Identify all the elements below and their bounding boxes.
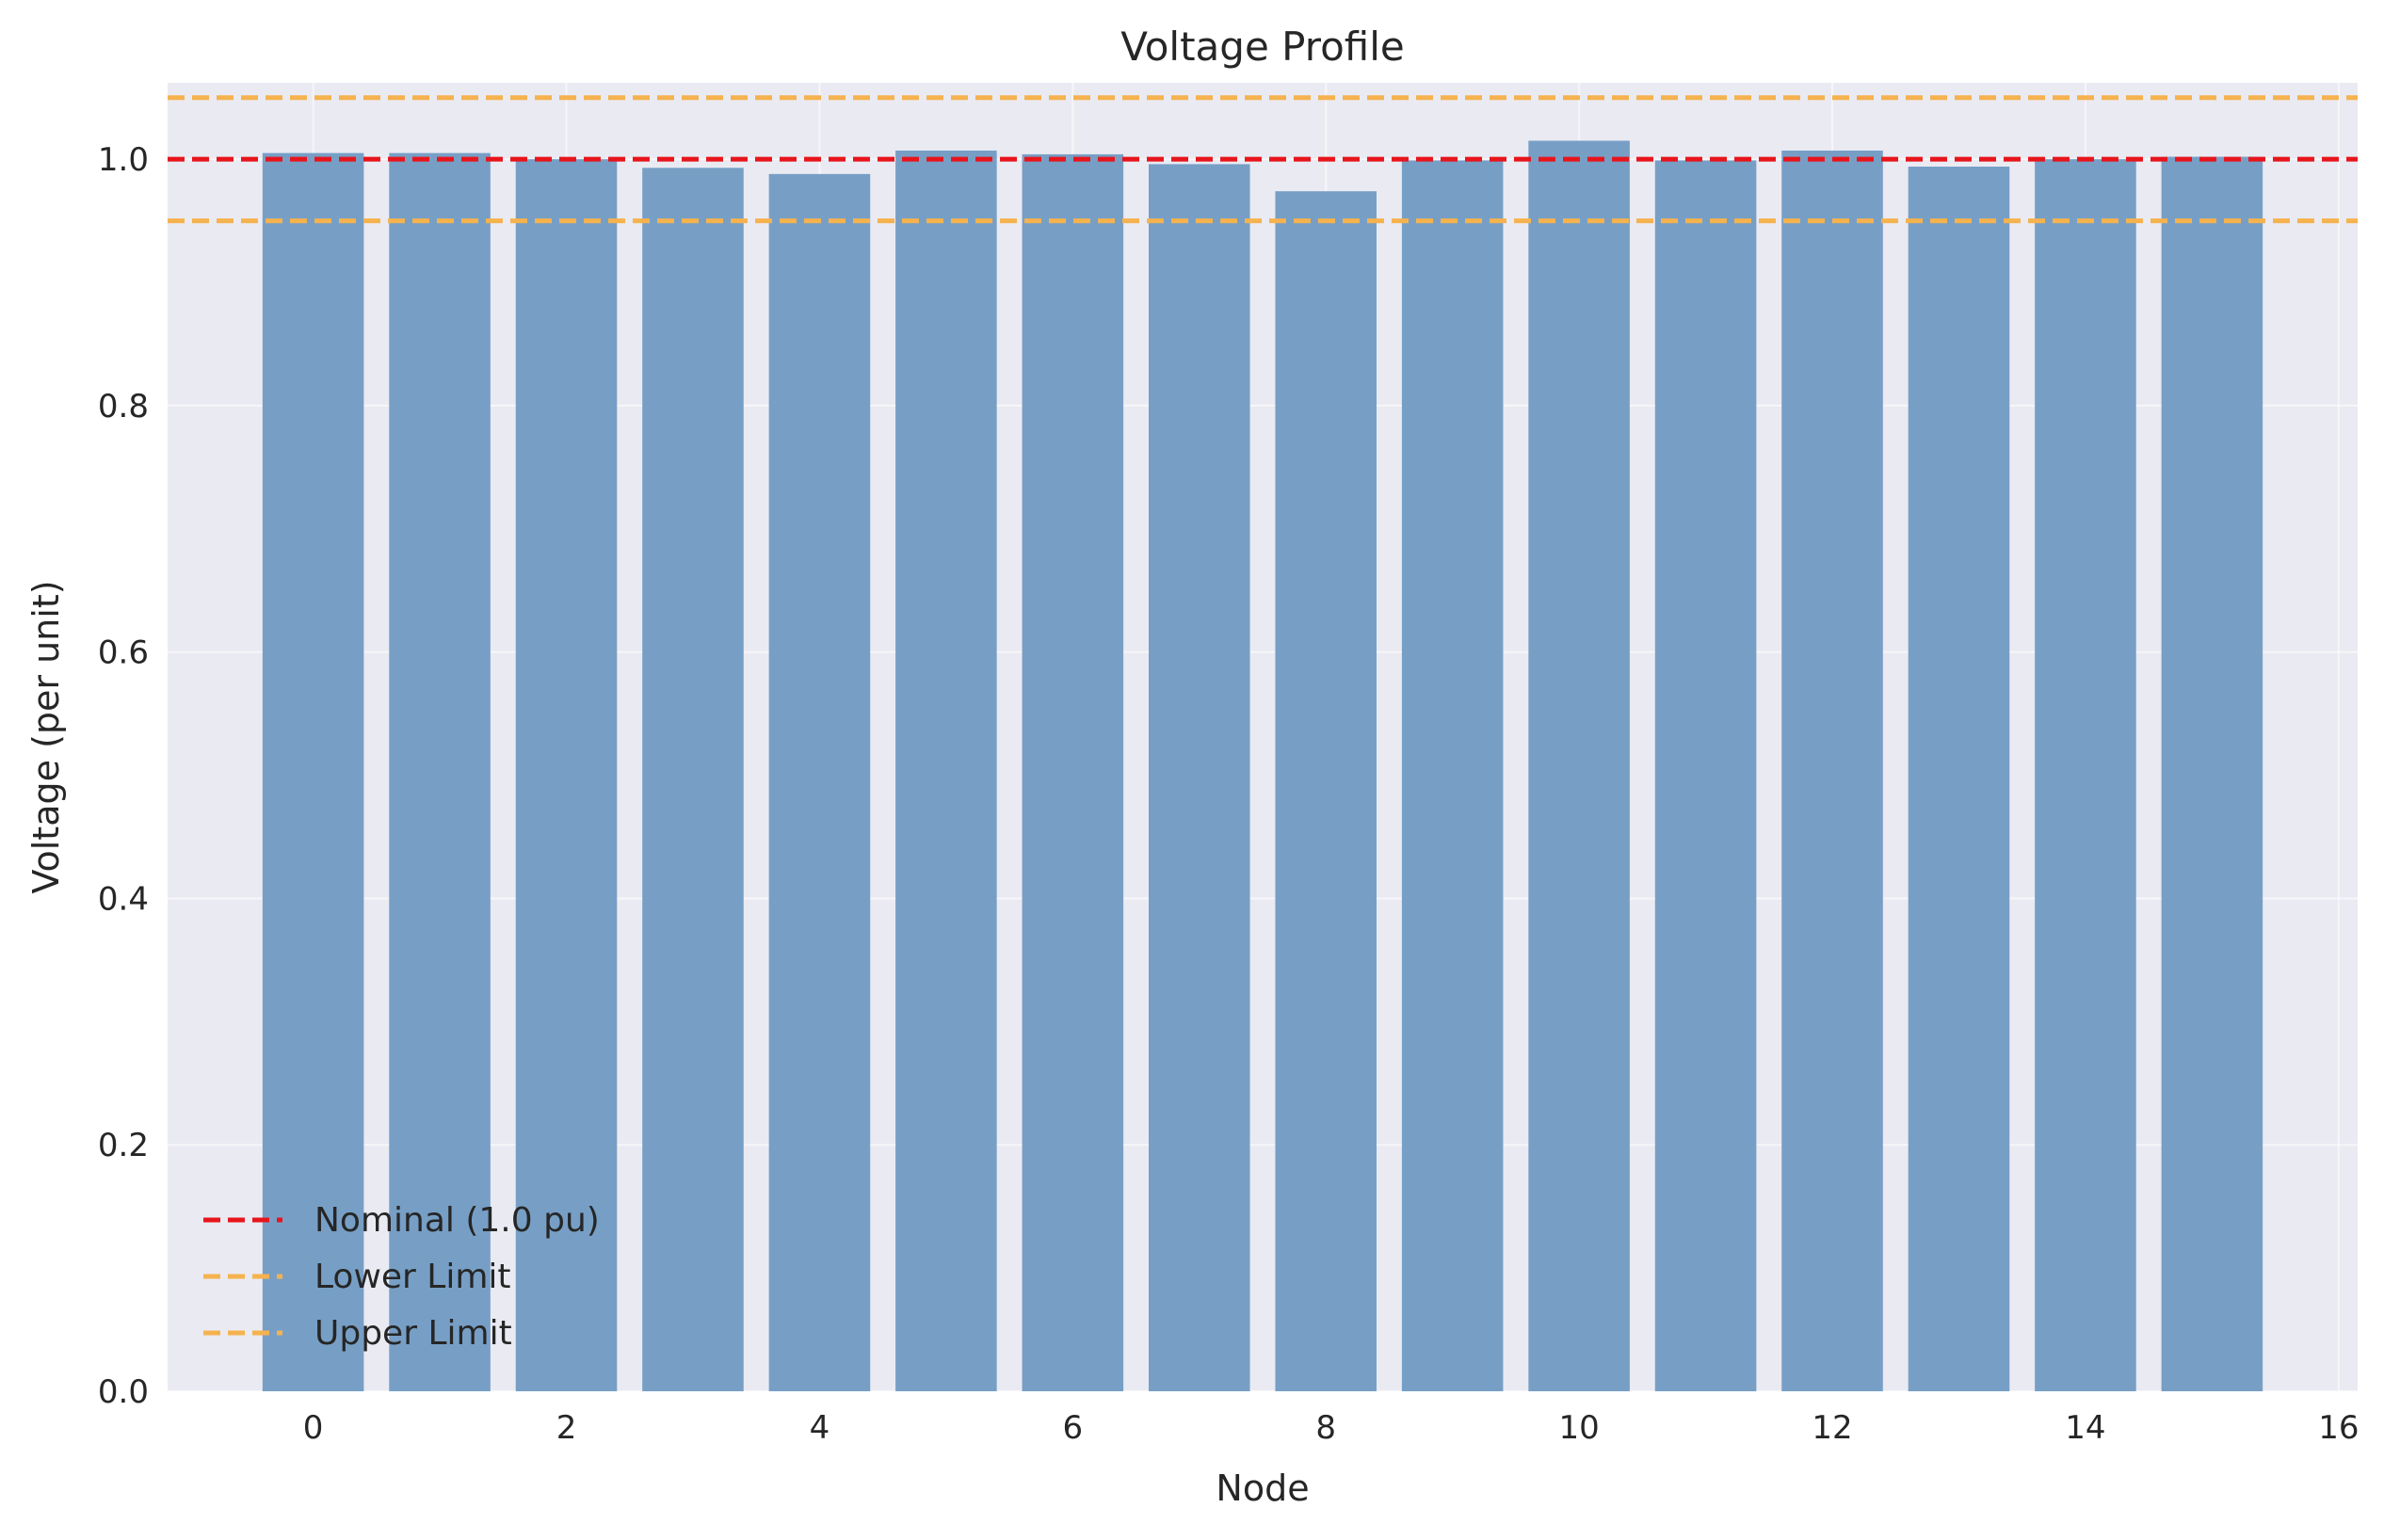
- bar-node-5: [895, 150, 997, 1391]
- bar-node-0: [262, 152, 364, 1392]
- legend-label-nominal: Nominal (1.0 pu): [314, 1201, 600, 1240]
- y-tick-labels: 0.0 0.2 0.4 0.6 0.8 1.0: [98, 141, 149, 1411]
- bar-node-12: [1781, 150, 1883, 1391]
- y-tick-label-0.2: 0.2: [98, 1127, 149, 1164]
- x-tick-label-16: 16: [2318, 1409, 2359, 1447]
- bar-node-14: [2035, 159, 2136, 1391]
- x-tick-label-6: 6: [1063, 1409, 1084, 1447]
- y-tick-label-0.0: 0.0: [98, 1373, 149, 1411]
- x-tick-label-12: 12: [1812, 1409, 1852, 1447]
- x-tick-labels: 0 2 4 6 8 10 12 14 16: [303, 1409, 2360, 1447]
- x-tick-label-2: 2: [556, 1409, 577, 1447]
- bars: [262, 140, 2263, 1392]
- x-tick-label-0: 0: [303, 1409, 324, 1447]
- legend: Nominal (1.0 pu) Lower Limit Upper Limit: [203, 1201, 600, 1353]
- bar-node-9: [1401, 160, 1504, 1391]
- bar-node-2: [515, 159, 618, 1391]
- bar-node-13: [1908, 167, 2010, 1392]
- x-axis-label: Node: [1216, 1468, 1309, 1509]
- x-tick-label-14: 14: [2065, 1409, 2105, 1447]
- bar-node-7: [1148, 164, 1250, 1392]
- legend-label-lower-limit: Lower Limit: [314, 1258, 511, 1296]
- bar-node-1: [389, 152, 491, 1392]
- legend-label-upper-limit: Upper Limit: [314, 1314, 512, 1353]
- bar-node-15: [2161, 156, 2263, 1392]
- bar-node-10: [1528, 140, 1630, 1392]
- x-tick-label-4: 4: [810, 1409, 830, 1447]
- y-axis-label: Voltage (per unit): [25, 580, 67, 893]
- x-tick-label-8: 8: [1315, 1409, 1336, 1447]
- plot-background: [168, 83, 2358, 1391]
- bar-node-8: [1275, 191, 1377, 1391]
- y-tick-label-0.4: 0.4: [98, 880, 149, 918]
- bar-node-11: [1654, 160, 1757, 1391]
- bar-node-6: [1022, 153, 1124, 1392]
- y-tick-label-1.0: 1.0: [98, 141, 149, 179]
- y-tick-label-0.6: 0.6: [98, 634, 149, 672]
- bar-node-4: [768, 173, 871, 1392]
- y-tick-label-0.8: 0.8: [98, 388, 149, 425]
- chart-title: Voltage Profile: [1120, 24, 1405, 70]
- reference-lines: [168, 95, 2358, 224]
- bar-node-3: [642, 168, 744, 1391]
- x-tick-label-10: 10: [1558, 1409, 1599, 1447]
